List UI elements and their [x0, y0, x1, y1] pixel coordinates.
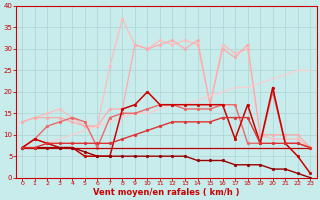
X-axis label: Vent moyen/en rafales ( km/h ): Vent moyen/en rafales ( km/h ): [93, 188, 239, 197]
